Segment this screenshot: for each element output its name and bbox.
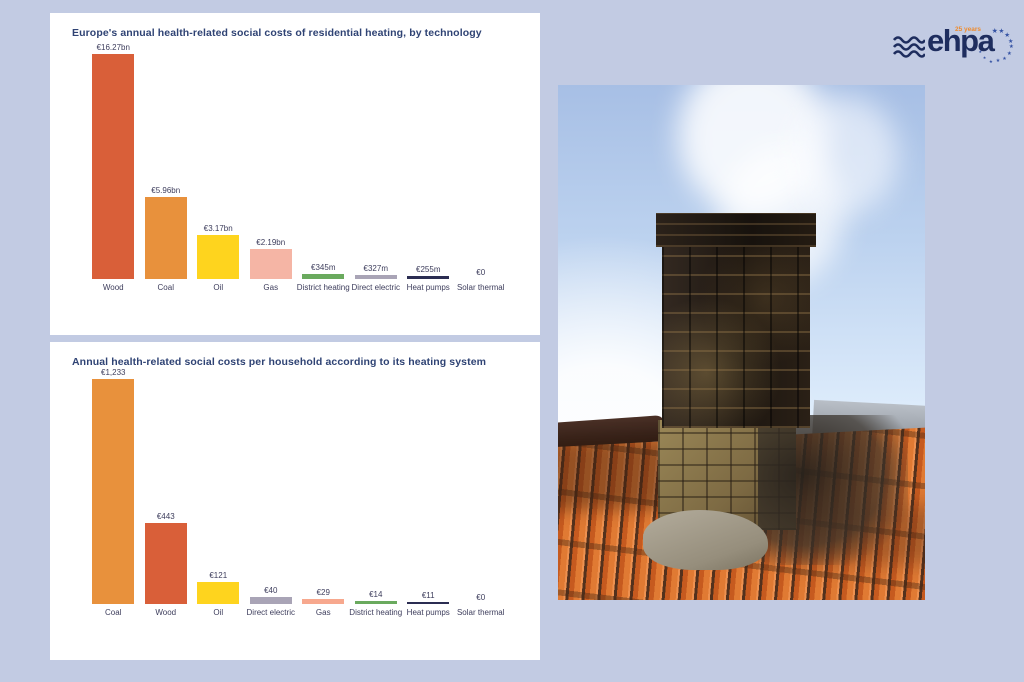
- bar-district-heating: [354, 601, 397, 604]
- bar-value-label: €1,233: [101, 368, 126, 377]
- bar-category-label: District heating: [349, 608, 403, 617]
- bar-value-label: €14: [369, 590, 383, 600]
- bar-value-label: €255m: [416, 264, 441, 274]
- bar-coal: [92, 379, 135, 604]
- chart-column-solar-thermal: €0 Solar thermal: [455, 378, 508, 617]
- star-icon: ★: [978, 49, 982, 54]
- chart-column-heat-pumps: €11 Heat pumps: [402, 378, 455, 618]
- bar-chart-per-household: €1,233 Coal €443 Wood €121 Oil €40 Direct elect…: [87, 368, 508, 618]
- chart-column-direct-electric: €40 Direct electric: [245, 378, 298, 617]
- bar-value-label: €121: [209, 570, 228, 580]
- star-icon: ★: [982, 55, 987, 61]
- anniversary-label: 25 years: [955, 26, 982, 33]
- chart-column-heat-pumps: €255m Heat pumps: [402, 53, 455, 293]
- star-icon: ★: [1006, 51, 1012, 57]
- bar-value-label: €5.96bn: [151, 185, 181, 195]
- bar-category-label: Coal: [105, 608, 122, 617]
- bar-category-label: Wood: [102, 283, 124, 292]
- bar-direct-electric: [354, 274, 397, 279]
- bar-category-label: Coal: [157, 283, 174, 292]
- chart-column-gas: €29 Gas: [297, 378, 350, 617]
- bar-category-label: Heat pumps: [406, 608, 450, 617]
- bar-value-label: €0: [476, 268, 486, 277]
- chimney-mortar-patch: [643, 510, 768, 570]
- star-icon: ★: [995, 58, 1001, 64]
- bar-category-label: District heating: [296, 283, 350, 292]
- bar-category-label: Direct electric: [351, 283, 400, 292]
- bar-category-label: Solar thermal: [456, 283, 505, 292]
- ehpa-wordmark: ehpa: [927, 23, 995, 58]
- bar-category-label: Oil: [213, 283, 224, 292]
- bar-oil: [197, 581, 240, 604]
- bar-heat-pumps: [407, 601, 450, 604]
- bar-category-label: Solar thermal: [456, 608, 505, 617]
- chart-title: Annual health-related social costs per h…: [72, 356, 487, 368]
- bar-category-label: Gas: [263, 283, 279, 292]
- eu-stars-icon: ★ ★ ★ ★ ★ ★ ★ ★ ★ ★ ★: [975, 24, 1019, 70]
- star-icon: ★: [988, 58, 993, 64]
- chart-column-district-heating: €345m District heating: [297, 53, 350, 292]
- chart-panel-total-costs: Europe's annual health-related social co…: [50, 13, 540, 335]
- bar-direct-electric: [249, 596, 292, 604]
- chart-panel-per-household: Annual health-related social costs per h…: [50, 342, 540, 660]
- bar-wood: [92, 54, 135, 279]
- bar-gas: [249, 248, 292, 279]
- bar-coal: [144, 196, 187, 279]
- bar-value-label: €2.19bn: [256, 237, 286, 247]
- star-icon: ★: [998, 28, 1005, 35]
- chart-column-coal: €5.96bn Coal: [140, 53, 193, 292]
- chart-title: Europe's annual health-related social co…: [72, 27, 482, 39]
- bar-value-label: €3.17bn: [203, 224, 233, 234]
- star-icon: ★: [1004, 31, 1011, 39]
- chart-column-solar-thermal: €0 Solar thermal: [455, 53, 508, 292]
- star-icon: ★: [991, 28, 998, 36]
- bar-value-label: €345m: [311, 263, 336, 273]
- bar-heat-pumps: [407, 275, 450, 279]
- bar-category-label: Gas: [315, 608, 331, 617]
- chimney-crown: [656, 213, 816, 247]
- chart-column-wood: €443 Wood: [140, 378, 193, 617]
- bar-category-label: Wood: [155, 608, 177, 617]
- chart-column-district-heating: €14 District heating: [349, 378, 403, 617]
- chart-column-oil: €3.17bn Oil: [192, 53, 245, 292]
- chart-column-wood: €16.27bn Wood: [87, 43, 140, 292]
- bar-value-label: €443: [156, 512, 175, 522]
- bar-value-label: €29: [316, 587, 330, 597]
- smoke-plume: [788, 95, 898, 215]
- star-icon: ★: [1002, 56, 1007, 63]
- bar-category-label: Direct electric: [246, 608, 295, 617]
- bar-chart-total-costs: €16.27bn Wood €5.96bn Coal €3.17bn Oil €2.19bn…: [87, 43, 508, 293]
- chart-column-coal: €1,233 Coal: [87, 368, 140, 617]
- bar-value-label: €40: [264, 585, 278, 595]
- bar-category-label: Heat pumps: [406, 283, 450, 292]
- bar-value-label: €0: [476, 593, 486, 602]
- chimney-sooty-bricks: [662, 243, 810, 428]
- bar-district-heating: [302, 274, 345, 279]
- bar-oil: [197, 235, 240, 279]
- bar-value-label: €16.27bn: [96, 43, 130, 52]
- star-icon: ★: [1008, 38, 1014, 45]
- ehpa-logo: ehpa 25 years ★ ★ ★ ★ ★ ★ ★ ★ ★ ★ ★: [892, 23, 1014, 70]
- star-icon: ★: [1008, 44, 1014, 51]
- bar-gas: [302, 598, 345, 604]
- chart-column-oil: €121 Oil: [192, 378, 245, 617]
- bar-wood: [144, 523, 187, 604]
- chimney-photo: [558, 85, 925, 600]
- bar-category-label: Oil: [213, 608, 224, 617]
- bar-value-label: €327m: [363, 263, 388, 273]
- soot-stain: [758, 415, 908, 565]
- chart-column-direct-electric: €327m Direct electric: [350, 53, 403, 293]
- waves-icon: [892, 35, 927, 64]
- chart-column-gas: €2.19bn Gas: [245, 53, 298, 292]
- bar-value-label: €11: [421, 590, 435, 600]
